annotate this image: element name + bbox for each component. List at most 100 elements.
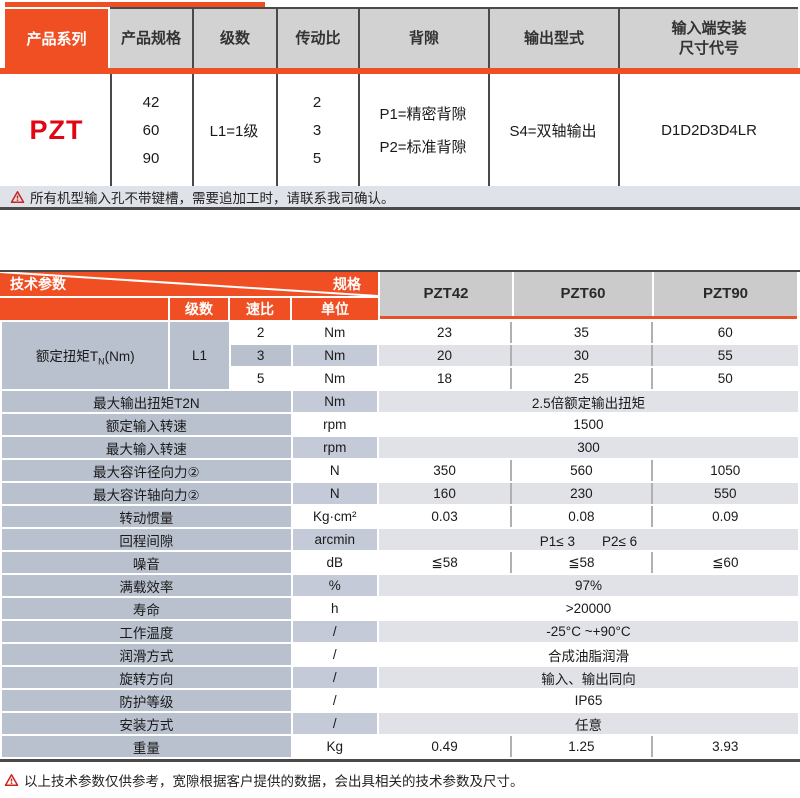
unit-cell: rpm [292,437,377,458]
value-cell: 160 [378,483,511,504]
merged-value-cell: -25°C ~+90°C [378,621,798,642]
row-label: 回程间隙 [2,529,291,550]
ratio-cell: 5 [230,368,291,389]
selection-header-row: 产品规格 级数 传动比 背隙 输出型式 输入端安装 尺寸代号 [110,9,798,68]
value-cell: 550 [652,483,798,504]
subheader-gap [290,298,292,320]
unit-cell: / [292,713,377,734]
rated-torque-label-main: 额定扭矩T [35,348,99,364]
unit-cell: rpm [292,414,377,435]
unit-cell: Nm [292,391,377,412]
value-cell: 0.09 [652,506,798,527]
value-cell: 23 [378,322,511,343]
row-label: 工作温度 [2,621,291,642]
ratio-cell: 3 [230,345,291,366]
unit-cell: Nm [292,368,377,389]
row-label: 旋转方向 [2,667,291,688]
unit-cell: N [292,483,377,504]
subheader-ratio: 速比 [230,298,290,320]
column-divider [618,74,620,186]
spec-90: 90 [142,149,160,167]
rated-torque-label: 额定扭矩TN(Nm) [2,322,169,389]
row-label: 噪音 [2,552,291,573]
tech-note: 以上技术参数仅供参考，宽隙根据客户提供的数据，会出具相关的技术参数及尺寸。 [0,762,800,790]
row-label: 重量 [2,736,291,757]
ratio-3: 3 [312,121,322,139]
model-header-pzt90: PZT90 [654,272,797,316]
table-row: 最大容许径向力② N 350 560 1050 [2,460,798,481]
table-row: 额定输入转速 rpm 1500 [2,414,798,435]
column-divider [488,74,490,186]
value-cell: 35 [512,322,651,343]
header-row-split [0,296,378,298]
spec-60: 60 [142,121,160,139]
backlash-header: 背隙 [358,9,488,68]
input-mount-header-line2: 尺寸代号 [678,39,739,57]
value-cell: 25 [512,368,651,389]
table-row: 润滑方式 / 合成油脂润滑 [2,644,798,665]
output-type-value-cell: S4=双轴输出 [490,74,616,186]
value-cell: 50 [652,368,798,389]
ratio-header: 传动比 [276,9,358,68]
value-cell: ≦58 [512,552,651,573]
table-row: 最大输出扭矩T2N Nm 2.5倍额定输出扭矩 [2,391,798,412]
merged-value-cell: 输入、输出同向 [378,667,798,688]
output-type-value: S4=双轴输出 [509,122,597,140]
spec-corner-label: 规格 [333,276,361,292]
warning-icon [10,190,25,203]
series-header-cell: 产品系列 [5,9,108,68]
unit-cell: / [292,621,377,642]
subheader-stages: 级数 [170,298,228,320]
warning-icon [4,774,19,786]
selection-body-row: PZT 42 60 90 L1=1级 2 3 5 P1=精密背隙 P2=标准背隙… [0,74,800,186]
value-cell: 560 [512,460,651,481]
orange-divider-band [0,68,800,74]
value-cell: ≦60 [652,552,798,573]
column-divider [192,74,194,186]
model-header-pzt42: PZT42 [380,272,512,316]
table-row: 寿命 h >20000 [2,598,798,619]
value-cell: 60 [652,322,798,343]
ratio-value-cell: 2 3 5 [278,74,356,186]
table-row: 工作温度 / -25°C ~+90°C [2,621,798,642]
row-label: 寿命 [2,598,291,619]
top-accent-bar [5,2,265,7]
value-cell: 1.25 [512,736,651,757]
product-selection-table: 产品系列 产品规格 级数 传动比 背隙 输出型式 输入端安装 尺寸代号 PZT [0,0,800,210]
backlash-p2: P2=标准背隙 [379,139,467,156]
row-label: 最大输入转速 [2,437,291,458]
subheader-unit: 单位 [292,298,378,320]
selection-note-bar: 所有机型输入孔不带键槽，需要追加工时，请联系我司确认。 [0,186,800,207]
spec-header: 产品规格 [120,29,181,47]
unit-cell: dB [292,552,377,573]
value-cell: 0.03 [378,506,511,527]
table-row: 重量 Kg 0.49 1.25 3.93 [2,736,798,757]
model-header-underline [380,316,797,319]
unit-cell: % [292,575,377,596]
value-cell: 18 [378,368,511,389]
table-row: 安装方式 / 任意 [2,713,798,734]
tech-parameters-table: 技术参数 规格 级数 速比 单位 PZT42 PZT60 PZT90 额定扭矩T… [0,270,800,790]
unit-cell: Nm [292,345,377,366]
stages-header: 级数 [192,9,276,68]
merged-value-cell: IP65 [378,690,798,711]
output-type-header: 输出型式 [488,9,618,68]
row-label: 额定输入转速 [2,414,291,435]
ratio-cell: 2 [230,322,291,343]
row-label: 防护等级 [2,690,291,711]
value-cell: 30 [512,345,651,366]
merged-value-cell: 1500 [378,414,798,435]
column-divider [358,74,360,186]
row-label: 安装方式 [2,713,291,734]
table-row: 最大输入转速 rpm 300 [2,437,798,458]
diagonal-divider [0,272,378,296]
model-header-pzt60: PZT60 [514,272,652,316]
column-divider [276,74,278,186]
unit-cell: Kg [292,736,377,757]
spec-42: 42 [142,93,160,111]
rated-torque-label-sub: N [98,356,105,367]
input-mount-header: 输入端安装 尺寸代号 [618,9,798,68]
unit-cell: Nm [292,322,377,343]
tech-table-header: 技术参数 规格 级数 速比 单位 PZT42 PZT60 PZT90 [0,270,800,320]
